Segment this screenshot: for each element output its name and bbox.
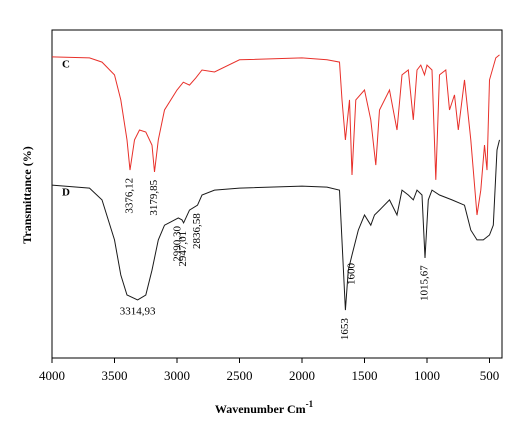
series-line bbox=[51, 54, 500, 216]
x-tick-label: 500 bbox=[480, 368, 500, 383]
peak-label: 3314,93 bbox=[120, 305, 156, 317]
series-label: C bbox=[62, 58, 70, 70]
x-tick-label: 1500 bbox=[352, 368, 378, 383]
peak-label: 1600 bbox=[346, 263, 358, 286]
peak-label: 2990,30 bbox=[172, 226, 184, 262]
x-axis-label: Wavenumber Cm-1 bbox=[215, 399, 314, 416]
peak-label: 2836,58 bbox=[191, 213, 203, 249]
x-tick-label: 4000 bbox=[39, 368, 65, 383]
x-tick-label: 1000 bbox=[414, 368, 440, 383]
x-tick-label: 2000 bbox=[289, 368, 315, 383]
x-tick-label: 3500 bbox=[102, 368, 128, 383]
x-tick-label: 3000 bbox=[164, 368, 190, 383]
y-axis-label: Transmittance (%) bbox=[20, 146, 34, 243]
x-axis-label-sup: -1 bbox=[306, 399, 314, 409]
peak-label: 3376,12 bbox=[124, 178, 136, 214]
peak-label: 2947,01 bbox=[177, 231, 189, 267]
peak-label: 1015,67 bbox=[419, 265, 431, 301]
x-axis-label-text: Wavenumber Cm bbox=[215, 402, 306, 416]
peak-label: 3179,85 bbox=[148, 179, 160, 215]
series-line bbox=[51, 139, 500, 311]
plot-frame bbox=[51, 29, 503, 359]
x-tick-label: 2500 bbox=[227, 368, 253, 383]
series-label: D bbox=[62, 187, 70, 199]
peak-label: 1653 bbox=[339, 318, 351, 341]
